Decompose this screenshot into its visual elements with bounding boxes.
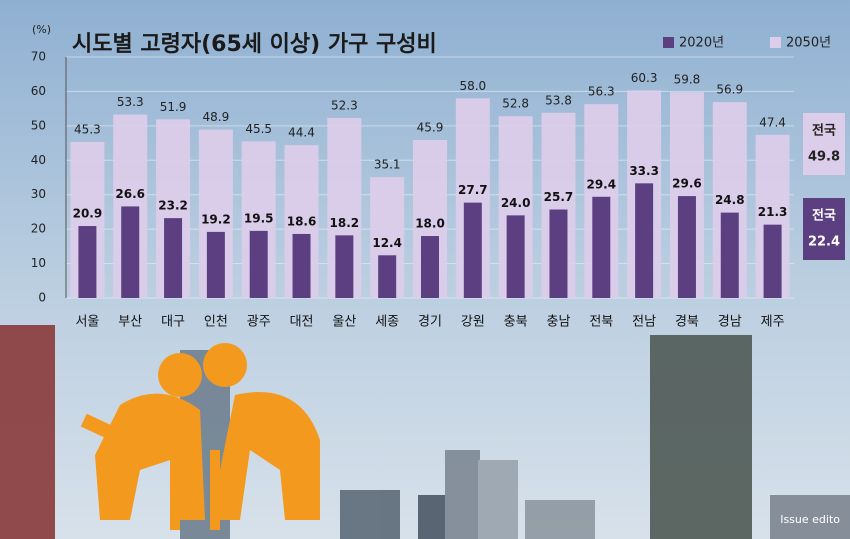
- x-tick-label: 서울: [75, 315, 99, 330]
- value-label: 25.7: [544, 190, 574, 204]
- value-label: 19.5: [244, 211, 274, 225]
- annotation-label: 전국: [812, 208, 836, 224]
- elderly-icon: [80, 343, 320, 530]
- x-tick-label: 경기: [418, 315, 442, 330]
- bar: [463, 202, 482, 298]
- value-label: 48.9: [203, 110, 230, 124]
- value-label: 56.9: [716, 83, 743, 97]
- bar: [421, 236, 439, 298]
- x-tick-label: 대구: [161, 315, 185, 330]
- x-tick-label: 충북: [504, 315, 528, 330]
- value-label: 27.7: [458, 183, 488, 197]
- bar: [378, 255, 397, 298]
- y-tick-label: 30: [31, 187, 46, 201]
- value-label: 21.3: [758, 205, 788, 219]
- watermark: Issue edito: [780, 513, 840, 526]
- annotation-value: 49.8: [808, 150, 840, 165]
- bar: [506, 215, 525, 298]
- annotation-value: 22.4: [808, 235, 840, 250]
- value-label: 23.2: [158, 199, 188, 213]
- x-tick-label: 전북: [589, 315, 613, 330]
- legend-label: 2050년: [786, 36, 831, 51]
- legend-swatch: [663, 37, 674, 48]
- value-label: 45.3: [74, 123, 101, 137]
- value-label: 53.8: [545, 93, 572, 107]
- x-tick-label: 광주: [247, 315, 271, 330]
- y-tick-label: 60: [31, 84, 46, 98]
- annotation-box: [803, 198, 845, 260]
- value-label: 47.4: [759, 115, 786, 129]
- x-tick-label: 대전: [290, 315, 314, 330]
- annotation-label: 전국: [812, 123, 836, 139]
- bar: [763, 224, 782, 298]
- value-label: 45.5: [245, 122, 272, 136]
- bar: [335, 235, 354, 298]
- x-tick-label: 인천: [204, 315, 228, 330]
- value-label: 18.0: [415, 217, 445, 231]
- value-label: 18.6: [287, 214, 317, 228]
- y-tick-label: 40: [31, 153, 46, 167]
- value-label: 56.3: [588, 85, 615, 99]
- value-label: 60.3: [631, 71, 658, 85]
- value-label: 19.2: [201, 212, 231, 226]
- value-label: 52.8: [502, 97, 529, 111]
- value-label: 51.9: [160, 100, 187, 114]
- bar: [292, 233, 311, 298]
- x-tick-label: 제주: [761, 315, 785, 330]
- bar: [635, 183, 654, 298]
- x-tick-label: 경남: [718, 315, 742, 330]
- bar: [592, 196, 611, 298]
- city-skyline: [0, 325, 850, 539]
- bar: [206, 231, 225, 298]
- value-label: 45.9: [417, 120, 444, 134]
- bar: [164, 218, 183, 298]
- y-tick-label: 10: [31, 256, 46, 270]
- x-tick-label: 울산: [332, 315, 356, 330]
- bar: [549, 209, 568, 298]
- x-tick-label: 경북: [675, 315, 699, 330]
- x-tick-label: 세종: [375, 315, 399, 330]
- y-tick-label: 0: [38, 291, 46, 305]
- y-tick-label: 50: [31, 118, 46, 132]
- value-label: 24.0: [501, 196, 531, 210]
- value-label: 35.1: [374, 158, 401, 172]
- value-label: 12.4: [372, 236, 402, 250]
- value-label: 20.9: [73, 207, 103, 221]
- annotation-box: [803, 113, 845, 175]
- x-tick-label: 부산: [118, 315, 142, 330]
- value-label: 29.4: [586, 177, 616, 191]
- y-tick-label: 70: [31, 50, 46, 64]
- value-label: 33.3: [629, 164, 659, 178]
- value-label: 52.3: [331, 98, 358, 112]
- value-label: 59.8: [674, 73, 701, 87]
- bar: [121, 206, 140, 298]
- bar: [720, 212, 739, 298]
- x-tick-label: 전남: [632, 315, 656, 330]
- legend-swatch: [770, 37, 781, 48]
- chart-title: 시도별 고령자(65세 이상) 가구 구성비: [72, 32, 437, 57]
- legend-label: 2020년: [679, 36, 724, 51]
- x-tick-label: 충남: [547, 315, 571, 330]
- bar: [677, 196, 696, 298]
- value-label: 58.0: [459, 79, 486, 93]
- value-label: 44.4: [288, 126, 315, 140]
- y-axis-unit: (%): [32, 23, 51, 36]
- bar: [78, 226, 97, 298]
- y-tick-label: 20: [31, 222, 46, 236]
- value-label: 53.3: [117, 95, 144, 109]
- value-label: 24.8: [715, 193, 745, 207]
- value-label: 26.6: [115, 187, 145, 201]
- value-label: 29.6: [672, 177, 702, 191]
- value-label: 18.2: [330, 216, 360, 230]
- bar: [249, 230, 268, 298]
- x-tick-label: 강원: [461, 315, 485, 330]
